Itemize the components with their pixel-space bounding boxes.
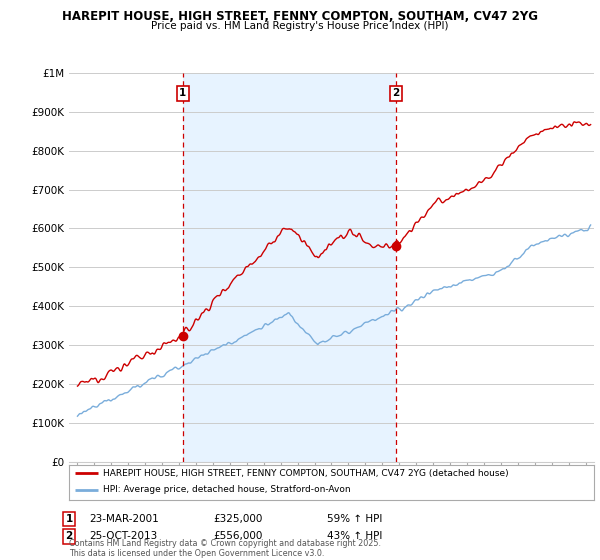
- Text: £325,000: £325,000: [213, 514, 262, 524]
- Text: 43% ↑ HPI: 43% ↑ HPI: [327, 531, 382, 542]
- Text: £556,000: £556,000: [213, 531, 262, 542]
- Text: 2: 2: [392, 88, 400, 99]
- Text: HPI: Average price, detached house, Stratford-on-Avon: HPI: Average price, detached house, Stra…: [103, 486, 351, 494]
- Text: 23-MAR-2001: 23-MAR-2001: [89, 514, 158, 524]
- Text: 59% ↑ HPI: 59% ↑ HPI: [327, 514, 382, 524]
- Text: 2: 2: [65, 531, 73, 542]
- Text: HAREPIT HOUSE, HIGH STREET, FENNY COMPTON, SOUTHAM, CV47 2YG (detached house): HAREPIT HOUSE, HIGH STREET, FENNY COMPTO…: [103, 469, 509, 478]
- Text: 1: 1: [65, 514, 73, 524]
- Text: 1: 1: [179, 88, 187, 99]
- Text: 25-OCT-2013: 25-OCT-2013: [89, 531, 157, 542]
- Text: Contains HM Land Registry data © Crown copyright and database right 2025.
This d: Contains HM Land Registry data © Crown c…: [69, 539, 381, 558]
- Text: Price paid vs. HM Land Registry's House Price Index (HPI): Price paid vs. HM Land Registry's House …: [151, 21, 449, 31]
- Text: HAREPIT HOUSE, HIGH STREET, FENNY COMPTON, SOUTHAM, CV47 2YG: HAREPIT HOUSE, HIGH STREET, FENNY COMPTO…: [62, 10, 538, 23]
- Bar: [183, 73, 396, 462]
